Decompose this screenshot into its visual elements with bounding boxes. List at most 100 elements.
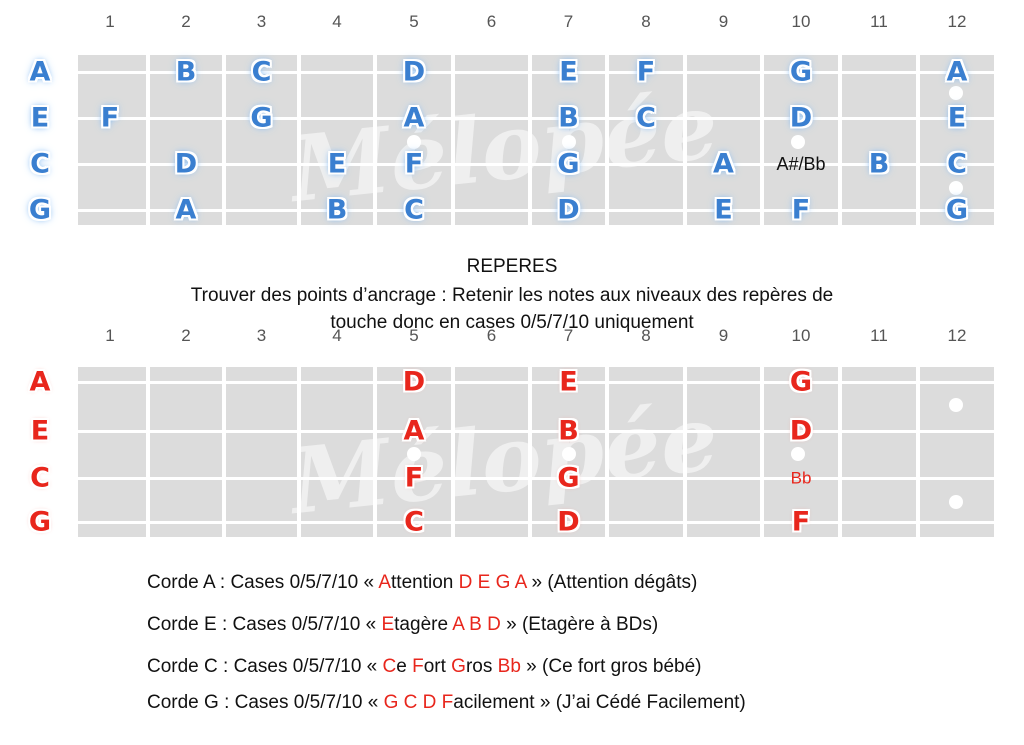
fret-number: 5	[409, 12, 419, 31]
fret-wire	[760, 55, 764, 225]
note-label: B	[175, 56, 197, 88]
string-line	[72, 477, 996, 480]
fret-wire	[373, 55, 377, 225]
fret-wire	[222, 367, 226, 537]
fret-wire	[528, 367, 532, 537]
note-label: D	[402, 366, 426, 398]
note-label: F	[636, 56, 656, 88]
fret-number: 6	[486, 326, 497, 345]
fret-number: 1	[105, 326, 115, 345]
fret-numbers-bottom: 1 2 3 4 5 6 7 8 9 10 11 12	[0, 326, 1024, 356]
note-label: D	[174, 148, 198, 180]
fret-wire	[994, 55, 998, 225]
fret-number: 3	[256, 326, 267, 345]
fret-wire	[683, 55, 687, 225]
mnemonic-letter: A B D	[452, 614, 501, 635]
fret-wire	[297, 367, 301, 537]
rule-text: e	[396, 656, 413, 677]
note-label: B	[558, 102, 579, 134]
heading-title: REPERES	[466, 256, 558, 277]
rule-text: » (Etagère à BDs)	[500, 614, 659, 635]
rule-text: Corde G : Cases 0/5/7/10 «	[147, 692, 384, 713]
note-label: C	[404, 506, 424, 538]
fret-wire	[297, 55, 301, 225]
open-string-g: G	[28, 506, 52, 538]
open-string-e: E	[30, 415, 50, 447]
fret-number: 6	[486, 12, 497, 31]
string-line	[72, 71, 996, 74]
fret-number: 8	[641, 12, 651, 31]
fret-wire	[222, 55, 226, 225]
mnemonic-letter: F	[412, 656, 424, 677]
fret-inlay-dot	[791, 135, 805, 149]
note-label: E	[559, 366, 578, 398]
note-label: D	[557, 506, 580, 538]
fret-number: 4	[332, 326, 342, 345]
fret-inlay-dot	[949, 181, 963, 195]
note-label: B	[326, 194, 348, 226]
fret-wire	[605, 367, 609, 537]
fret-wire	[916, 55, 920, 225]
note-label: E	[327, 148, 347, 180]
mnemonic-letter: A	[378, 572, 392, 593]
rule-text: ort	[423, 656, 452, 677]
fretboard-background	[72, 367, 996, 537]
rule-text: » (Ce fort gros bébé)	[520, 656, 702, 677]
fret-wire	[451, 55, 455, 225]
rule-line: Corde A : Cases 0/5/7/10 « Attention D E…	[147, 572, 697, 594]
fret-wire	[683, 367, 687, 537]
fret-number: 9	[718, 326, 729, 345]
fret-number: 10	[791, 12, 811, 31]
rule-text: acilement » (J’ai Cédé Facilement)	[453, 692, 746, 713]
open-string-a: A	[29, 366, 51, 398]
string-line	[72, 521, 996, 524]
note-label: D	[789, 415, 813, 447]
note-label: A#/Bb	[776, 154, 826, 174]
fret-number: 4	[332, 12, 342, 31]
string-line	[72, 117, 996, 120]
fret-wire	[373, 367, 377, 537]
note-label: B	[868, 148, 890, 180]
rule-line: Corde E : Cases 0/5/7/10 « Etagère A B D…	[147, 614, 658, 636]
nut	[72, 367, 78, 537]
note-label: Bb	[790, 468, 812, 488]
note-label: G	[557, 462, 580, 494]
heading-line1: Trouver des points d’ancrage : Retenir l…	[190, 285, 834, 306]
note-label: G	[789, 56, 813, 88]
open-string-c: C	[30, 462, 50, 494]
string-line	[72, 381, 996, 384]
note-label: C	[404, 194, 424, 226]
mnemonic-letter: D E G A	[458, 572, 527, 593]
string-line	[72, 430, 996, 433]
fret-number: 10	[791, 326, 811, 345]
heading-line2: touche donc en cases 0/5/7/10 uniquement	[330, 312, 694, 333]
fret-number: 2	[181, 12, 191, 31]
fret-number: 7	[563, 326, 574, 345]
open-string-c: C	[30, 148, 50, 180]
rule-text: Corde A : Cases 0/5/7/10 «	[147, 572, 379, 593]
note-label: F	[791, 506, 811, 538]
rule-text: Corde C : Cases 0/5/7/10 «	[147, 656, 383, 677]
fret-wire	[528, 55, 532, 225]
fret-wire	[760, 367, 764, 537]
mnemonic-letter: G C D F	[383, 692, 454, 713]
fret-wire	[916, 367, 920, 537]
fret-number: 8	[641, 326, 651, 345]
rule-text: tagère	[394, 614, 453, 635]
note-label: D	[557, 194, 580, 226]
fret-number: 9	[718, 12, 729, 31]
fret-wire	[146, 367, 150, 537]
note-label: G	[557, 148, 580, 180]
note-label: A	[713, 148, 734, 180]
fret-wire	[451, 367, 455, 537]
note-label: A	[175, 194, 197, 226]
fret-wire	[605, 55, 609, 225]
fret-number: 5	[409, 326, 419, 345]
fret-wire	[994, 367, 998, 537]
string-line	[72, 209, 996, 212]
fret-inlay-dot	[949, 398, 963, 412]
fret-inlay-dot	[949, 86, 963, 100]
fret-number: 12	[947, 326, 967, 345]
open-string-e: E	[30, 102, 50, 134]
fret-inlay-dot	[949, 495, 963, 509]
